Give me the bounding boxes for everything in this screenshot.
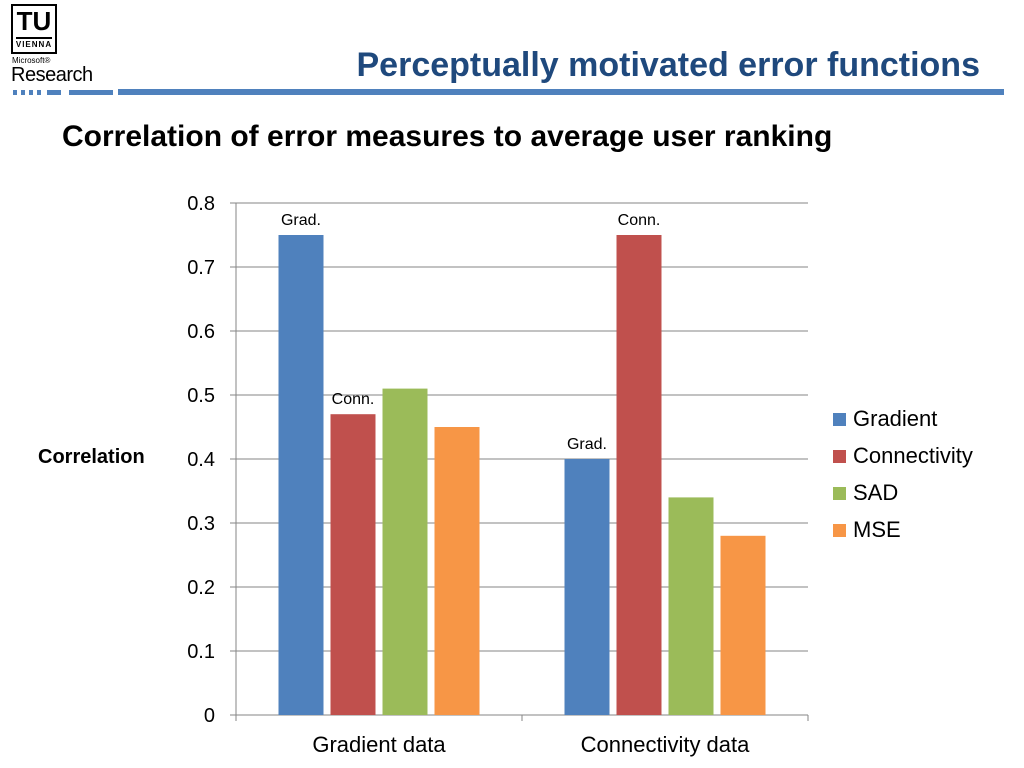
tu-logo-box: TU VIENNA: [11, 4, 57, 54]
header-rule: [118, 89, 1004, 95]
legend-swatch: [833, 524, 846, 537]
chart-title: Correlation of error measures to average…: [62, 120, 833, 153]
legend-label: Connectivity: [853, 443, 973, 468]
tu-logo-separator: [16, 37, 52, 39]
tu-logo-letters: TU: [16, 6, 52, 36]
x-category-label: Gradient data: [312, 732, 446, 757]
legend-swatch: [833, 450, 846, 463]
legend-swatch: [833, 413, 846, 426]
tu-vienna-microsoft-research-logo: TU VIENNA Microsoft® Research: [11, 4, 113, 96]
tu-logo-subtitle: VIENNA: [15, 40, 53, 49]
bar-annotation: Conn.: [332, 391, 375, 408]
bar-annotation: Conn.: [618, 212, 661, 229]
bar-connectivity-0: [330, 414, 376, 715]
bar-gradient-0: [278, 235, 324, 715]
legend-label: Gradient: [853, 406, 938, 431]
legend-swatch: [833, 487, 846, 500]
bar-sad-1: [668, 497, 714, 715]
y-tick-label: 0.4: [187, 449, 215, 471]
y-axis-title: Correlation: [38, 446, 145, 468]
bar-sad-0: [382, 388, 428, 715]
y-tick-label: 0.6: [187, 321, 215, 343]
microsoft-label: Microsoft®: [12, 56, 51, 65]
bar-annotation: Grad.: [281, 212, 321, 229]
y-tick-label: 0.5: [187, 385, 215, 407]
y-tick-label: 0.8: [187, 193, 215, 215]
y-tick-label: 0.1: [187, 641, 215, 663]
logo-dash-decoration: [11, 90, 121, 96]
x-category-label: Connectivity data: [581, 732, 751, 757]
bar-annotation: Grad.: [567, 436, 607, 453]
bar-mse-1: [720, 535, 766, 715]
y-tick-label: 0.2: [187, 577, 215, 599]
bar-connectivity-1: [616, 235, 662, 715]
slide-title: Perceptually motivated error functions: [356, 46, 981, 84]
research-label: Research: [11, 64, 93, 86]
y-tick-label: 0.3: [187, 513, 215, 535]
bar-mse-0: [434, 427, 480, 715]
y-tick-label: 0.7: [187, 257, 215, 279]
legend-label: SAD: [853, 480, 899, 505]
legend-label: MSE: [853, 517, 901, 542]
y-tick-label: 0: [204, 705, 215, 727]
bar-gradient-1: [564, 459, 610, 715]
